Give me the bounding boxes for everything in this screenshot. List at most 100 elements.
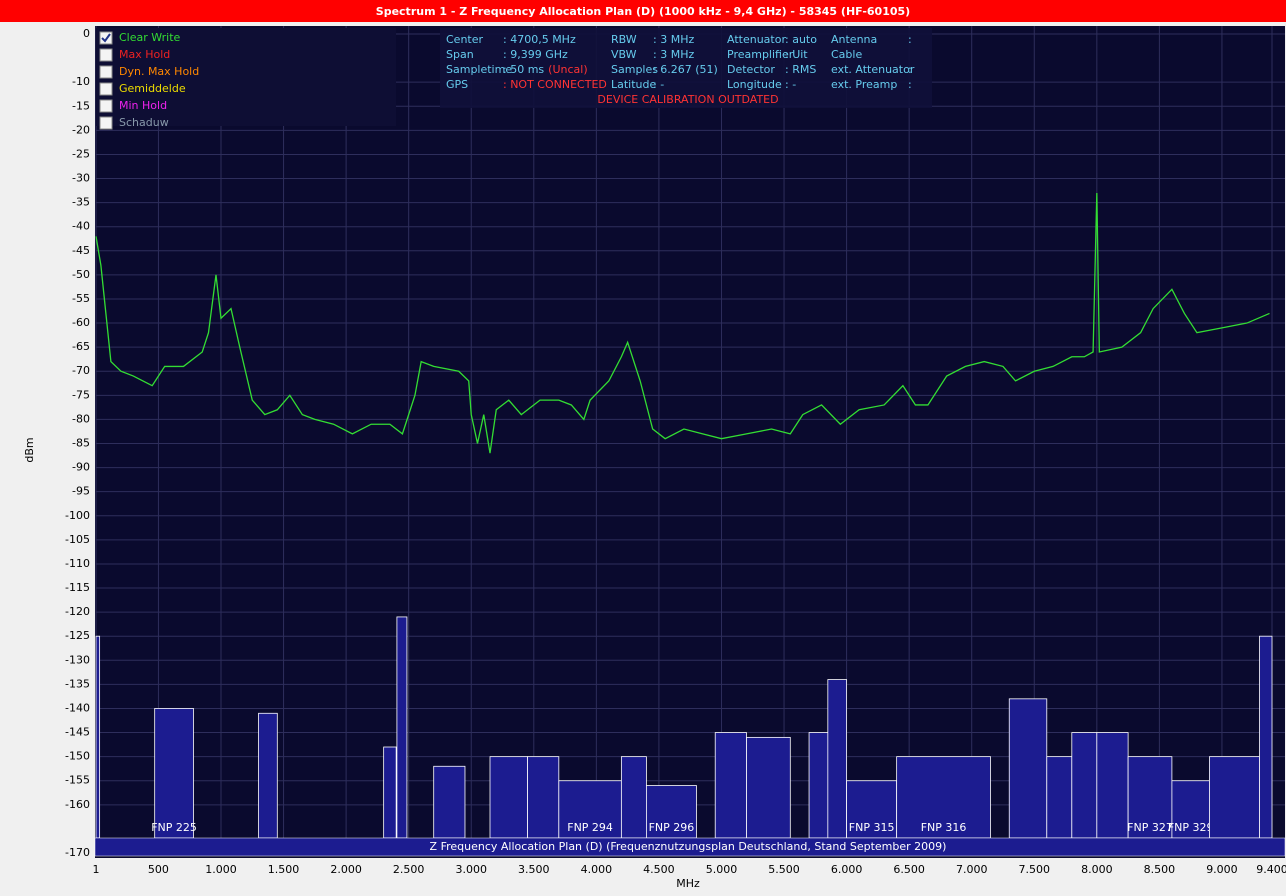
- trace-checkbox[interactable]: [99, 99, 113, 113]
- allocation-block: [1127, 756, 1173, 839]
- y-tick-label: -110: [65, 557, 90, 570]
- y-tick-label: -65: [72, 340, 90, 353]
- x-tick-label: 9.000: [1206, 863, 1238, 876]
- x-tick-label: 8.500: [1144, 863, 1176, 876]
- y-tick-label: -140: [65, 701, 90, 714]
- allocation-label: FNP 327: [1127, 821, 1173, 834]
- info-value: : 6.267 (51): [653, 63, 718, 76]
- x-axis-label: MHz: [676, 877, 700, 890]
- x-tick-label: 7.000: [956, 863, 988, 876]
- allocation-block: [489, 756, 528, 839]
- trace-name[interactable]: Max Hold: [119, 48, 170, 61]
- y-tick-label: -20: [72, 123, 90, 136]
- y-tick-label: -155: [65, 774, 90, 787]
- allocation-block: [1008, 698, 1048, 839]
- info-label: Antenna: [831, 33, 877, 46]
- allocation-label: FNP 225: [151, 821, 197, 834]
- info-value: :: [908, 63, 912, 76]
- y-tick-label: -150: [65, 750, 90, 763]
- trace-panel: [96, 28, 396, 126]
- allocation-block: [95, 635, 101, 839]
- trace-name[interactable]: Min Hold: [119, 99, 167, 112]
- allocation-block: [154, 708, 194, 839]
- y-tick-label: -145: [65, 726, 90, 739]
- checkbox-tick: [101, 33, 111, 43]
- info-label: VBW: [611, 48, 637, 61]
- info-label: RBW: [611, 33, 637, 46]
- trace-name[interactable]: Clear Write: [119, 31, 181, 44]
- trace-name[interactable]: Gemiddelde: [119, 82, 186, 95]
- x-tick-label: 1.000: [205, 863, 237, 876]
- calibration-warning: DEVICE CALIBRATION OUTDATED: [597, 93, 778, 106]
- x-tick-label: 1: [93, 863, 100, 876]
- info-value: : 50 ms: [503, 63, 544, 76]
- allocation-label: FNP 329: [1168, 821, 1214, 834]
- y-axis-label: dBm: [23, 437, 36, 462]
- y-tick-label: -75: [72, 388, 90, 401]
- plot-area: [95, 26, 1285, 858]
- info-value: : RMS: [785, 63, 816, 76]
- trace-checkbox[interactable]: [99, 82, 113, 96]
- allocation-caption: Z Frequency Allocation Plan (D) (Frequen…: [430, 840, 947, 853]
- allocation-block: [527, 756, 560, 839]
- info-value: : Uit: [785, 48, 808, 61]
- allocation-block: [1209, 756, 1260, 839]
- info-label: Attenuator: [727, 33, 786, 46]
- y-tick-label: -170: [65, 846, 90, 859]
- info-label: Longitude: [727, 78, 782, 91]
- y-tick-label: -35: [72, 196, 90, 209]
- info-value: : auto: [785, 33, 817, 46]
- info-value: : 4700,5 MHz: [503, 33, 576, 46]
- y-tick-label: -45: [72, 244, 90, 257]
- spectrum-trace: [95, 192, 1270, 454]
- y-tick-label: -105: [65, 533, 90, 546]
- info-label: GPS: [446, 78, 468, 91]
- allocation-block: [620, 756, 647, 839]
- trace-checkbox[interactable]: [99, 116, 113, 130]
- allocation-block: [383, 746, 397, 839]
- info-value: : -: [653, 78, 664, 91]
- y-tick-label: -135: [65, 677, 90, 690]
- y-tick-label: 0: [83, 27, 90, 40]
- allocation-block: [1096, 732, 1129, 839]
- allocation-block: [258, 712, 278, 839]
- info-value: : 3 MHz: [653, 33, 694, 46]
- info-note: (Uncal): [548, 63, 587, 76]
- allocation-block: [846, 780, 898, 839]
- info-panel: [440, 28, 932, 108]
- info-label: Span: [446, 48, 474, 61]
- allocation-block: [1046, 756, 1073, 839]
- info-label: Detector: [727, 63, 775, 76]
- y-tick-label: -55: [72, 292, 90, 305]
- info-label: Center: [446, 33, 484, 46]
- allocation-block: [433, 765, 466, 839]
- title-bar: [0, 0, 1286, 22]
- info-label: Sampletime: [446, 63, 512, 76]
- allocation-block: [1071, 732, 1098, 839]
- trace-name[interactable]: Dyn. Max Hold: [119, 65, 199, 78]
- info-label: Samples: [611, 63, 658, 76]
- trace-checkbox[interactable]: [99, 65, 113, 79]
- y-tick-label: -40: [72, 220, 90, 233]
- allocation-label: FNP 294: [567, 821, 613, 834]
- y-tick-label: -95: [72, 485, 90, 498]
- trace-name[interactable]: Schaduw: [119, 116, 169, 129]
- x-tick-label: 1.500: [268, 863, 300, 876]
- x-tick-label: 5.000: [706, 863, 738, 876]
- y-tick-label: -10: [72, 75, 90, 88]
- info-value: : -: [785, 78, 796, 91]
- x-tick-label: 2.500: [393, 863, 425, 876]
- allocation-block: [646, 785, 697, 839]
- allocation-block: [714, 732, 747, 839]
- info-value: : NOT CONNECTED: [503, 78, 607, 91]
- trace-checkbox[interactable]: [99, 48, 113, 62]
- y-tick-label: -100: [65, 509, 90, 522]
- x-tick-label: 3.500: [518, 863, 550, 876]
- allocation-label: FNP 315: [849, 821, 895, 834]
- allocation-caption-bar: [94, 837, 1286, 857]
- allocation-block: [1259, 635, 1273, 839]
- x-tick-label: 5.500: [768, 863, 800, 876]
- info-label: ext. Attenuator: [831, 63, 915, 76]
- window-title: Spectrum 1 - Z Frequency Allocation Plan…: [376, 5, 910, 18]
- x-tick-label: 3.000: [455, 863, 487, 876]
